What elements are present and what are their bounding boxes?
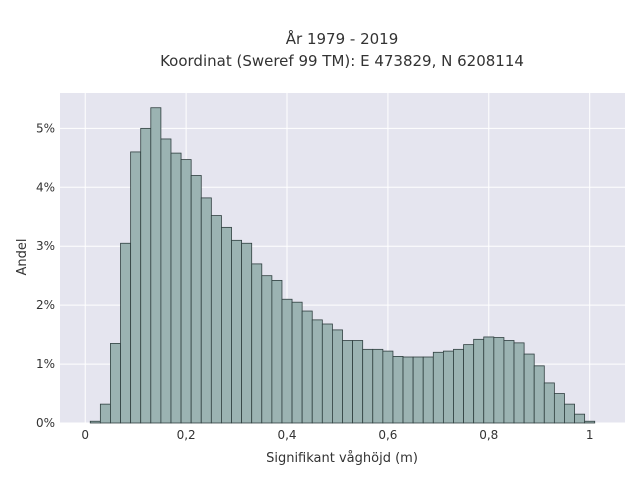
x-axis-title: Signifikant våghöjd (m) — [266, 451, 418, 466]
histogram-bar — [422, 356, 434, 424]
histogram-bar — [453, 348, 464, 424]
histogram-bar — [342, 340, 353, 424]
y-tick-label: 4% — [36, 180, 55, 194]
histogram-bar — [362, 348, 374, 424]
histogram-bar — [210, 215, 222, 424]
histogram-bar — [120, 242, 132, 424]
histogram-bar — [271, 279, 283, 424]
histogram-bar — [382, 350, 394, 424]
y-tick-label: 3% — [36, 239, 55, 253]
histogram-bar — [150, 107, 162, 424]
histogram-bar — [584, 420, 596, 424]
histogram-bar — [574, 413, 586, 424]
y-tick-label: 5% — [36, 121, 55, 135]
x-tick-label: 1 — [586, 428, 594, 442]
histogram-bar — [89, 420, 101, 424]
histogram-bar — [99, 403, 111, 424]
histogram-bar — [311, 319, 323, 424]
histogram-bar — [130, 151, 142, 424]
histogram-bar — [533, 365, 545, 424]
x-tick-label: 0,6 — [378, 428, 397, 442]
histogram-bar — [523, 353, 535, 424]
bars-group — [89, 107, 596, 424]
chart-title-line-2: Koordinat (Sweref 99 TM): E 473829, N 62… — [160, 52, 524, 70]
histogram-bar — [241, 242, 253, 424]
histogram-bar — [352, 340, 364, 424]
histogram-bar — [221, 226, 232, 424]
histogram-bar — [543, 382, 555, 424]
histogram-bar — [513, 342, 525, 424]
histogram-bar — [332, 329, 343, 424]
y-tick-label: 0% — [36, 416, 55, 430]
histogram-bar — [110, 343, 121, 424]
histogram-bar — [160, 138, 172, 424]
histogram-bar — [321, 323, 333, 424]
histogram-bar — [231, 239, 243, 424]
histogram-bar — [200, 197, 212, 424]
histogram-bar — [503, 340, 515, 424]
y-axis-title: Andel — [15, 239, 30, 276]
histogram-bar — [301, 310, 313, 424]
y-tick-label: 1% — [36, 357, 55, 371]
x-tick-label: 0,8 — [479, 428, 498, 442]
histogram-bar — [412, 356, 424, 424]
histogram-bar — [473, 338, 485, 424]
y-tick-labels: 0% 1% 2% 3% 4% 5% — [36, 121, 55, 430]
histogram-bar — [442, 350, 454, 424]
histogram-bar — [463, 344, 475, 424]
histogram-bar — [564, 403, 575, 424]
histogram-bar — [180, 159, 192, 424]
histogram-bar — [483, 336, 495, 424]
x-tick-label: 0 — [81, 428, 89, 442]
y-tick-label: 2% — [36, 298, 55, 312]
histogram-bar — [432, 351, 444, 424]
histogram-bar — [392, 356, 404, 424]
histogram-bar — [170, 152, 182, 424]
histogram-bar — [281, 298, 293, 424]
histogram-bar — [493, 337, 505, 424]
histogram-bar — [402, 356, 414, 424]
x-tick-label: 0,4 — [277, 428, 296, 442]
histogram-bar — [553, 393, 565, 424]
histogram-bar — [140, 127, 152, 424]
histogram-bar — [261, 275, 273, 424]
histogram-bar — [190, 175, 202, 424]
x-tick-labels: 0 0,2 0,4 0,6 0,8 1 — [81, 428, 593, 442]
histogram-bar — [291, 301, 303, 424]
chart-title-line-1: År 1979 - 2019 — [286, 29, 399, 48]
x-tick-label: 0,2 — [177, 428, 196, 442]
histogram-bar — [251, 263, 263, 424]
histogram-bar — [372, 348, 384, 424]
